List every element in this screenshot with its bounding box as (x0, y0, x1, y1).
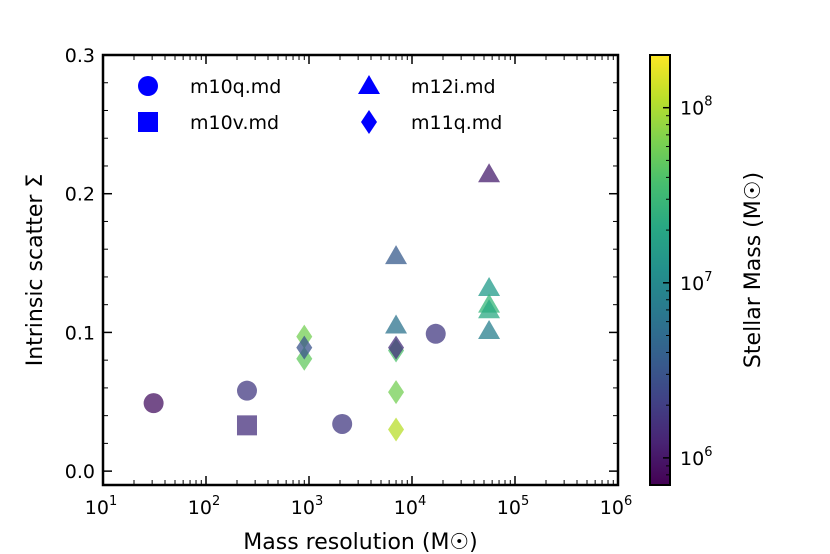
legend-marker-diamond (361, 110, 377, 134)
data-point-m12i-md-0 (385, 245, 408, 265)
data-point-m10q-md-1 (236, 380, 257, 401)
data-point-m12i-md-1 (385, 314, 408, 334)
legend-label: m10q.md (190, 76, 281, 98)
data-point-m10q-md-2 (332, 413, 353, 434)
x-tick-label: 106 (600, 494, 632, 519)
colorbar-tick-label: 106 (680, 445, 712, 470)
colorbar-gradient (650, 55, 670, 485)
colorbar-tick-label: 108 (680, 95, 712, 120)
x-tick-label: 105 (497, 494, 529, 519)
legend-label: m12i.md (411, 76, 496, 98)
x-tick-label: 104 (394, 494, 426, 519)
colorbar: 106 107 108 Stellar Mass (M☉) (649, 54, 766, 486)
colorbar-frame (649, 54, 671, 486)
data-point-m11q-md-2 (296, 335, 313, 360)
data-point-m11q-md-6 (388, 335, 405, 360)
data-point-m11q-md-5 (388, 417, 405, 442)
legend-marker-circle (138, 76, 158, 96)
x-tick-label: 102 (188, 494, 220, 519)
plot-area: 101 102 103 104 105 106 0.0 0.1 0.2 0.3 Mass resol… (23, 45, 632, 554)
y-tick-label: 0.0 (65, 461, 95, 483)
data-point-m12i-md-2 (478, 163, 501, 183)
legend-marker-square (138, 112, 158, 132)
data-point-m10q-md-3 (425, 323, 446, 344)
legend-label: m10v.md (190, 112, 279, 134)
data-point-m10v-md-0 (236, 415, 257, 436)
y-axis-label: Intrinsic scatter Σ (23, 174, 48, 367)
y-tick-label: 0.1 (65, 322, 95, 344)
plot-frame (101, 53, 620, 487)
data-point-m12i-md-3 (478, 277, 501, 297)
data-point-m12i-md-5 (478, 299, 501, 319)
legend-marker-triangle (358, 75, 380, 94)
colorbar-label: Stellar Mass (M☉) (741, 172, 766, 368)
data-point-m10q-md-0 (143, 393, 164, 414)
data-point-m12i-md-6 (478, 320, 501, 340)
x-axis-label: Mass resolution (M☉) (243, 530, 477, 554)
y-tick-label: 0.3 (65, 45, 95, 67)
data-point-m11q-md-4 (388, 380, 405, 405)
x-tick-label: 103 (291, 494, 323, 519)
y-tick-label: 0.2 (65, 184, 95, 206)
colorbar-tick-label: 107 (680, 270, 712, 295)
legend-label: m11q.md (411, 112, 502, 134)
x-tick-label: 101 (85, 494, 117, 519)
legend: m10q.md m10v.md m12i.md m11q.md (138, 75, 502, 134)
